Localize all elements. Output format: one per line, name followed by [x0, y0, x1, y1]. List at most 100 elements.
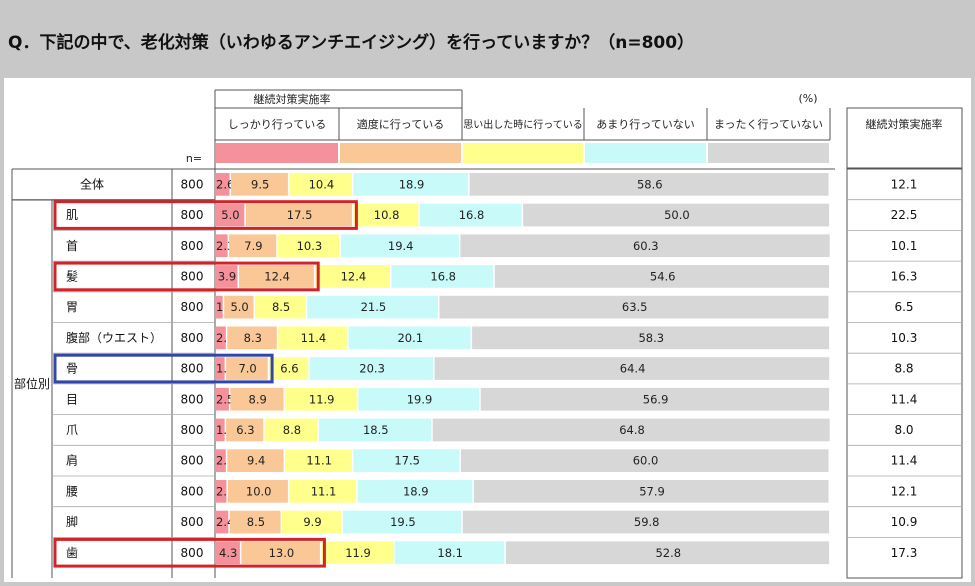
- row-n: 800: [181, 269, 204, 283]
- highlight-box: [53, 200, 358, 230]
- data-label: 11.1: [311, 484, 337, 498]
- bar-segment: [342, 510, 462, 534]
- data-label: 13.0: [269, 546, 295, 560]
- data-label: 7.0: [238, 362, 256, 376]
- data-label: 7.9: [244, 239, 262, 253]
- data-label: 18.9: [399, 177, 425, 191]
- row-label: 肌: [66, 208, 78, 222]
- data-label: 5.0: [221, 208, 239, 222]
- row-label: 目: [66, 392, 78, 406]
- row-n: 800: [181, 484, 204, 498]
- bar-segment: [239, 265, 314, 288]
- continuation-header: 継続対策実施率: [254, 92, 331, 106]
- data-label: 2.4: [216, 515, 234, 529]
- data-label: 58.3: [638, 331, 664, 345]
- data-label: 12.4: [264, 269, 290, 283]
- rate-value: 6.5: [894, 300, 913, 314]
- bar-segment: [229, 234, 277, 258]
- row-label: 骨: [66, 362, 78, 376]
- bar-segment: [394, 541, 505, 565]
- table-row: 腹部（ウエスト） 800 10.32.0 8.3 11.4 20.1 58.3: [52, 326, 962, 354]
- bar-segment: [469, 173, 829, 196]
- legend-swatch: [463, 143, 583, 163]
- table-row: 腰 800 12.12.1 10.0 11.1 18.9 57.9: [52, 480, 962, 508]
- bar-segment: [357, 480, 473, 503]
- data-label: 3.9: [218, 269, 236, 283]
- bar-segment: [264, 418, 318, 442]
- data-label: 60.3: [633, 239, 659, 253]
- bar-segment: [230, 387, 284, 411]
- data-label: 52.8: [655, 546, 681, 560]
- bar-segment: [215, 265, 238, 288]
- row-n: 800: [181, 392, 204, 406]
- bar-segment: [215, 326, 226, 350]
- data-label: 16.8: [459, 208, 485, 222]
- rate-value: 17.3: [891, 546, 918, 560]
- bar-segment: [215, 510, 229, 534]
- data-label: 8.8: [283, 423, 301, 437]
- row-label: 全体: [80, 176, 104, 191]
- bar-segment: [289, 480, 357, 503]
- row-label: 肩: [66, 453, 78, 468]
- data-label: 5.0: [230, 300, 248, 314]
- highlight-box: [53, 353, 274, 384]
- legend-label: あまり行っていない: [596, 118, 694, 131]
- table-row: 骨 800 8.81.8 7.0 6.6 20.3 64.4: [52, 353, 962, 385]
- bar-segment: [391, 265, 494, 288]
- row-n: 800: [181, 546, 204, 560]
- bar-segment: [277, 234, 340, 258]
- data-label: 64.4: [620, 362, 646, 376]
- table-row: 首 800 10.12.3 7.9 10.3 19.4 60.3: [52, 234, 962, 262]
- bar-segment: [215, 173, 230, 196]
- table-row: 肌 800 22.5 5.0 17.5 10.8 16.8 50.0: [52, 200, 962, 231]
- bar-segment: [307, 295, 438, 319]
- data-label: 57.9: [639, 484, 665, 498]
- data-label: 10.4: [309, 177, 335, 191]
- n-header: n=: [186, 152, 202, 165]
- legend-label: 適度に行っている: [357, 117, 444, 131]
- bar-segment: [224, 295, 254, 319]
- data-label: 9.9: [303, 515, 321, 529]
- rate-value: 11.4: [891, 392, 918, 406]
- data-label: 11.9: [345, 546, 371, 560]
- bar-segment: [494, 265, 830, 288]
- bar-segment: [432, 418, 830, 442]
- bar-segment: [285, 449, 352, 472]
- data-label: 6.6: [280, 362, 298, 376]
- data-label: 8.9: [249, 392, 267, 406]
- bar-segment: [462, 510, 830, 534]
- table-row: 全体 800 12.1 2.6 9.5 10.4 18.9 58.6: [52, 173, 962, 201]
- bar-segment: [309, 357, 433, 380]
- data-label: 16.8: [430, 269, 456, 283]
- rate-value: 10.3: [891, 331, 918, 345]
- bar-segment: [215, 387, 229, 411]
- rate-value: 8.8: [894, 362, 913, 376]
- bar-segment: [245, 203, 352, 227]
- bar-segment: [348, 326, 471, 350]
- data-label: 2.5: [216, 392, 234, 406]
- row-label: 首: [66, 239, 78, 253]
- data-label: 10.8: [374, 208, 400, 222]
- data-label: 20.3: [359, 362, 385, 376]
- bar-segment: [439, 295, 829, 319]
- bar-segment: [227, 480, 288, 503]
- data-label: 18.5: [363, 423, 389, 437]
- bar-segment: [341, 234, 459, 258]
- row-n: 800: [181, 300, 204, 314]
- bar-segment: [289, 173, 352, 196]
- bar-segment: [523, 203, 830, 227]
- table-row: 爪 800 8.01.8 6.3 8.8 18.5 64.8: [52, 418, 962, 446]
- data-label: 9.5: [251, 177, 269, 191]
- data-label: 59.8: [634, 515, 660, 529]
- bar-segment: [227, 449, 284, 472]
- data-label: 64.8: [619, 423, 645, 437]
- data-label: 17.5: [394, 454, 420, 468]
- legend-swatch: [708, 143, 829, 163]
- bar-segment: [215, 480, 227, 503]
- data-label: 54.6: [650, 269, 676, 283]
- bar-segment: [358, 387, 480, 411]
- bar-segment: [460, 234, 830, 258]
- row-label: 腰: [66, 484, 78, 498]
- rate-value: 11.4: [891, 454, 918, 468]
